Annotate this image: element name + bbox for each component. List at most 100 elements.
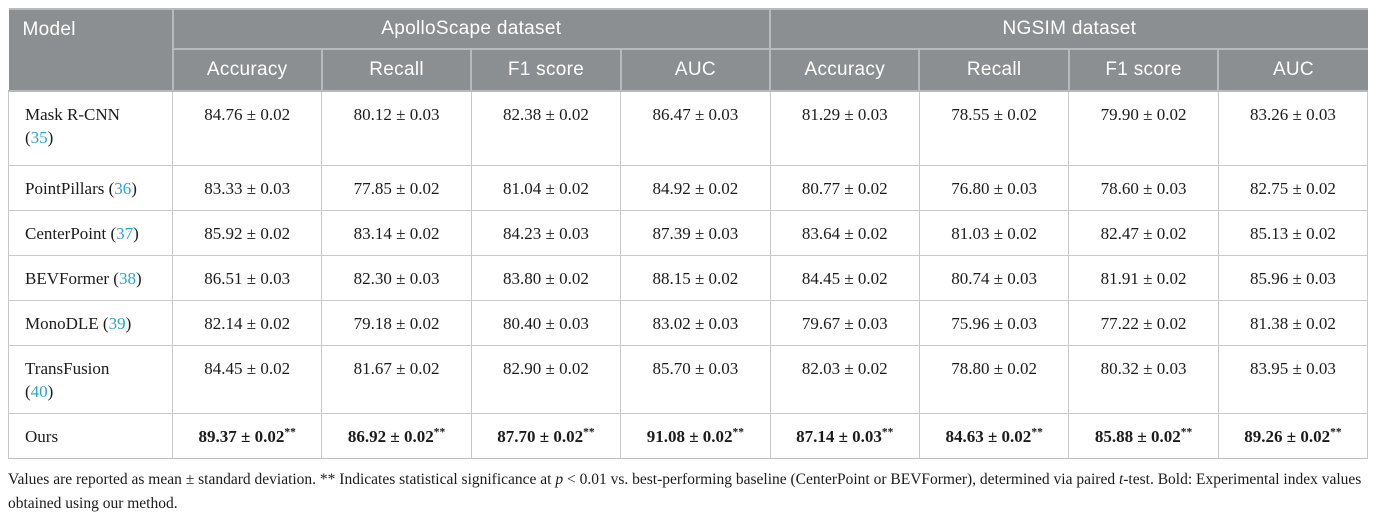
footnote-text: p — [555, 470, 564, 488]
value-cell: 89.37 ± 0.02** — [171, 412, 323, 459]
citation-link[interactable]: 40 — [30, 381, 48, 401]
citation-paren: ) — [125, 313, 132, 333]
value-cell: 81.04 ± 0.02 — [470, 164, 622, 211]
value-cell: 77.22 ± 0.02 — [1068, 299, 1219, 346]
metric-value: 82.90 ± 0.02 — [503, 358, 589, 378]
significance-marker: ** — [583, 425, 595, 438]
value-cell: 84.76 ± 0.02 — [171, 90, 323, 166]
metric-value: 80.77 ± 0.02 — [801, 178, 888, 198]
table-row: PointPillars (36) 83.33 ± 0.03 77.85 ± 0.0… — [8, 164, 1369, 211]
citation-paren: ( — [25, 128, 31, 147]
metric-value: 79.67 ± 0.03 — [801, 313, 888, 333]
metric-value: 81.04 ± 0.02 — [503, 178, 589, 198]
metric-value: 84.63 ± 0.02 — [945, 426, 1032, 446]
metric-value: 80.32 ± 0.03 — [1100, 358, 1187, 378]
metric-value: 78.55 ± 0.02 — [951, 105, 1038, 124]
value-cell: 83.14 ± 0.02 — [321, 209, 472, 256]
metric-value: 87.39 ± 0.03 — [652, 223, 739, 243]
significance-marker: ** — [732, 425, 745, 438]
value-cell: 81.91 ± 0.02 — [1068, 254, 1219, 301]
col-header-apolloscape-auc: AUC — [619, 48, 771, 92]
citation-link[interactable]: 35 — [30, 128, 48, 147]
metric-value: 83.33 ± 0.03 — [204, 178, 291, 198]
value-cell: 78.60 ± 0.03 — [1068, 164, 1219, 211]
value-cell: 86.47 ± 0.03 — [620, 90, 771, 166]
model-cell: CenterPoint (37) — [8, 209, 173, 256]
results-table: Model ApolloScape dataset NGSIM dataset … — [8, 8, 1369, 459]
metric-value: 86.47 ± 0.03 — [652, 105, 739, 124]
value-cell: 84.63 ± 0.02** — [918, 412, 1070, 459]
value-cell: 84.45 ± 0.02 — [171, 344, 323, 414]
value-cell: 78.55 ± 0.02 — [918, 90, 1070, 166]
value-cell: 80.32 ± 0.03 — [1068, 344, 1219, 414]
value-cell: 86.51 ± 0.03 — [171, 254, 323, 301]
citation-paren: ) — [133, 223, 139, 243]
value-cell: 80.77 ± 0.02 — [769, 164, 920, 211]
citation-link[interactable]: 38 — [118, 268, 136, 288]
value-cell: 77.85 ± 0.02 — [321, 164, 472, 211]
value-cell: 81.03 ± 0.02 — [918, 209, 1070, 256]
model-cell: PointPillars (36) — [8, 164, 173, 211]
citation-paren: ) — [47, 128, 54, 147]
model-name: Mask R-CNN — [25, 105, 120, 124]
citation-paren: ( — [113, 268, 119, 288]
table-footnote: Values are reported as mean ± standard d… — [8, 468, 1373, 517]
value-cell: 80.74 ± 0.03 — [918, 254, 1070, 301]
value-cell: 84.92 ± 0.02 — [620, 164, 771, 211]
metric-value: 84.45 ± 0.02 — [801, 268, 888, 288]
value-cell: 85.88 ± 0.02** — [1068, 412, 1219, 459]
metric-value: 85.96 ± 0.03 — [1250, 268, 1336, 288]
significance-marker: ** — [433, 425, 446, 438]
value-cell: 89.26 ± 0.02** — [1217, 412, 1369, 459]
value-cell: 81.67 ± 0.02 — [321, 344, 472, 414]
table-row: MonoDLE (39) 82.14 ± 0.02 79.18 ± 0.02 80.4… — [8, 299, 1369, 346]
citation-paren: ( — [102, 313, 109, 333]
metric-value: 82.30 ± 0.03 — [353, 268, 440, 288]
metric-value: 82.38 ± 0.02 — [503, 105, 589, 124]
citation-paren: ( — [108, 178, 115, 198]
col-header-apolloscape-accuracy: Accuracy — [171, 48, 322, 92]
citation-paren: ) — [135, 268, 142, 288]
value-cell: 85.92 ± 0.02 — [171, 209, 323, 256]
metric-value: 83.26 ± 0.03 — [1250, 105, 1336, 124]
value-cell: 79.18 ± 0.02 — [321, 299, 472, 346]
metric-value: 89.26 ± 0.02 — [1244, 426, 1331, 446]
value-cell: 87.70 ± 0.02** — [470, 412, 622, 459]
table-row: Mask R-CNN (35) 84.76 ± 0.02 80.12 ± 0.03 82… — [8, 90, 1369, 166]
value-cell: 84.23 ± 0.03 — [470, 209, 622, 256]
citation-link[interactable]: 36 — [114, 178, 132, 198]
metric-value: 83.02 ± 0.03 — [652, 313, 739, 333]
metric-value: 85.70 ± 0.03 — [652, 358, 739, 378]
citation-paren: ) — [47, 381, 54, 401]
value-cell: 82.47 ± 0.02 — [1068, 209, 1219, 256]
significance-marker: ** — [1330, 425, 1342, 438]
citation-paren: ) — [131, 178, 137, 198]
citation-link[interactable]: 37 — [116, 223, 134, 243]
model-cell: TransFusion (40) — [8, 344, 173, 414]
value-cell: 87.14 ± 0.03** — [769, 412, 920, 459]
value-cell: 79.90 ± 0.02 — [1068, 90, 1219, 166]
value-cell: 81.38 ± 0.02 — [1217, 299, 1369, 346]
value-cell: 82.75 ± 0.02 — [1217, 164, 1369, 211]
citation-paren: ( — [110, 223, 117, 243]
table-row: TransFusion (40) 84.45 ± 0.02 81.67 ± 0.02 8… — [8, 344, 1369, 414]
value-cell: 91.08 ± 0.02** — [620, 412, 771, 459]
metric-value: 75.96 ± 0.03 — [951, 313, 1038, 333]
metric-value: 85.92 ± 0.02 — [204, 223, 291, 243]
footnote-text: t — [1118, 470, 1124, 488]
significance-marker: ** — [881, 425, 894, 438]
metric-value: 80.40 ± 0.03 — [503, 313, 589, 333]
metric-value: 77.85 ± 0.02 — [353, 178, 440, 198]
metric-value: 86.92 ± 0.02 — [347, 426, 434, 446]
metric-value: 76.80 ± 0.03 — [951, 178, 1038, 198]
ngsim-group-header: NGSIM dataset — [769, 8, 1368, 49]
citation-link[interactable]: 39 — [108, 313, 126, 333]
value-cell: 80.12 ± 0.03 — [321, 90, 472, 166]
value-cell: 83.95 ± 0.03 — [1217, 344, 1369, 414]
col-header-ngsim-auc: AUC — [1217, 48, 1368, 92]
significance-marker: ** — [1180, 425, 1193, 438]
col-header-apolloscape-recall: Recall — [320, 48, 472, 92]
model-name: TransFusion — [25, 358, 110, 378]
metric-value: 84.45 ± 0.02 — [204, 358, 291, 378]
metric-value: 83.95 ± 0.03 — [1250, 358, 1336, 378]
